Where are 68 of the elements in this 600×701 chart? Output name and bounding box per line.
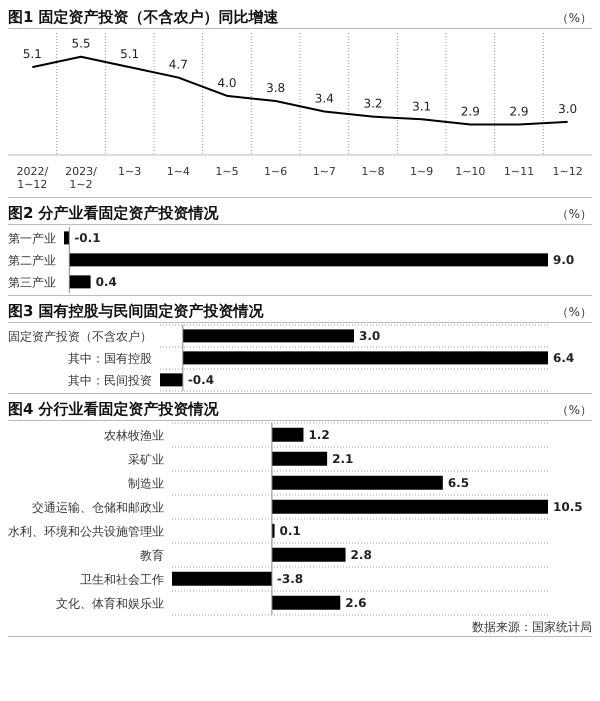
data-label: 4.7 (168, 58, 188, 72)
x-tick-label: 1~5 (215, 165, 239, 178)
bar (272, 452, 328, 466)
y-tick-label: 固定资产投资（不含农户） (8, 329, 152, 344)
y-tick-label: 第三产业 (8, 275, 56, 290)
chart-title: 图3 国有控股与民间固定资产投资情况 (8, 302, 264, 321)
data-label: -0.4 (188, 372, 214, 387)
data-label: 6.5 (448, 476, 470, 490)
x-tick-label: 2023/ 1~2 (65, 165, 98, 191)
y-tick-label: 第一产业 (8, 231, 56, 246)
data-label: 6.4 (553, 350, 574, 365)
x-axis-title: （%） (556, 206, 592, 223)
data-label: 2.8 (350, 548, 372, 562)
y-tick-label: 农林牧渔业 (104, 428, 164, 442)
x-tick-label: 2022/ 1~12 (16, 165, 48, 191)
data-label: 0.1 (280, 524, 301, 538)
x-tick-label: 1~7 (312, 165, 336, 178)
y-tick-label: 其中：国有控股 (68, 351, 152, 366)
y-tick-label: 卫生和社会工作 (80, 572, 164, 586)
data-label: 2.9 (509, 104, 529, 118)
data-label: 3.0 (558, 102, 578, 116)
data-label: 9.0 (553, 252, 574, 267)
x-axis-title: （%） (556, 402, 592, 419)
data-label: 5.1 (22, 47, 42, 62)
chart-title: 图4 分行业看固定资产投资情况 (8, 400, 219, 419)
x-tick-label: 1~3 (118, 165, 142, 178)
data-label: -0.1 (74, 230, 101, 245)
bar (272, 476, 443, 490)
data-label: 10.5 (553, 500, 583, 514)
bar (272, 428, 304, 442)
data-label: 5.1 (120, 47, 140, 62)
x-tick-label: 1~4 (166, 165, 190, 178)
y-tick-label: 水利、环境和公共设施管理业 (8, 524, 164, 538)
bar (272, 500, 548, 514)
data-label: 2.9 (460, 104, 480, 118)
y-tick-label: 教育 (140, 548, 164, 562)
data-label: 2.6 (345, 596, 367, 610)
bar (172, 572, 272, 586)
data-label: 1.2 (308, 428, 330, 442)
chart-title: 图2 分产业看固定资产投资情况 (8, 204, 219, 223)
data-label: 3.1 (412, 99, 432, 114)
source-note: 数据来源：国家统计局 (471, 619, 592, 636)
x-tick-label: 1~6 (264, 165, 288, 178)
x-tick-label: 1~10 (455, 165, 486, 178)
x-tick-label: 1~9 (410, 165, 434, 178)
x-tick-label: 1~8 (361, 165, 385, 178)
data-label: 3.2 (363, 96, 383, 111)
data-label: 2.1 (332, 452, 354, 466)
y-tick-label: 制造业 (128, 476, 164, 490)
chart-title: 图1 固定资产投资（不含农户）同比增速 (8, 8, 279, 27)
y-tick-label: 交通运输、仓储和邮政业 (32, 500, 164, 514)
bar (272, 596, 340, 610)
data-label: -3.8 (276, 572, 304, 586)
data-label: 3.8 (266, 81, 286, 96)
x-axis-title: （%） (556, 304, 592, 321)
y-tick-label: 其中：民间投资 (68, 373, 152, 388)
bar (272, 548, 346, 562)
data-label: 5.5 (71, 36, 91, 51)
data-label: 3.0 (359, 328, 380, 343)
data-label: 0.4 (96, 274, 117, 289)
data-label: 4.0 (217, 76, 237, 90)
data-label: 3.4 (314, 91, 334, 106)
x-tick-label: 1~11 (504, 165, 534, 178)
x-tick-label: 1~12 (552, 165, 583, 178)
y-tick-label: 第二产业 (8, 253, 56, 268)
y-tick-label: 文化、体育和娱乐业 (56, 596, 164, 610)
y-tick-label: 采矿业 (128, 452, 164, 466)
y-axis-title: （%） (556, 10, 592, 27)
